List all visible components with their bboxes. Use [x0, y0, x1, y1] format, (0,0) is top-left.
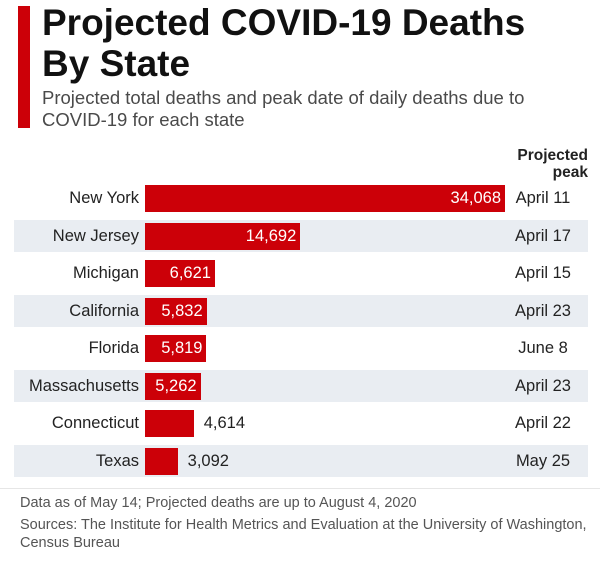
chart-row: New York 34,068 April 11	[14, 182, 588, 214]
peak-date: April 15	[515, 264, 571, 282]
sources-note: Sources: The Institute for Health Metric…	[20, 517, 587, 551]
value-label: 34,068	[450, 189, 501, 207]
value-label: 5,262	[155, 376, 197, 395]
category-label: Michigan	[72, 264, 139, 282]
category-label: New Jersey	[52, 226, 139, 245]
value-label: 5,819	[161, 339, 203, 357]
peak-date: May 25	[515, 451, 571, 470]
category-label: Connecticut	[51, 414, 139, 432]
value-label: 5,832	[161, 301, 203, 320]
bar	[145, 410, 194, 437]
chart-title: Projected COVID-19 Deaths By State	[42, 2, 526, 84]
peak-date: April 23	[515, 301, 571, 320]
peak-date: April 17	[515, 226, 571, 245]
peak-date: June 8	[518, 339, 568, 357]
chart-row: New Jersey 14,692 April 17	[14, 219, 588, 252]
bar	[145, 335, 207, 362]
bar	[145, 297, 207, 325]
bar	[145, 447, 178, 475]
chart-subtitle: Projected total deaths and peak date of …	[42, 87, 525, 130]
chart-row: Texas 3,092 May 25	[14, 444, 588, 477]
peak-date: April 22	[515, 414, 571, 432]
value-label: 4,614	[203, 414, 246, 432]
chart-row: Massachusetts 5,262 April 23	[14, 369, 588, 402]
bar	[145, 185, 505, 212]
category-label: California	[69, 301, 139, 320]
bar	[145, 222, 301, 250]
bar	[145, 260, 215, 287]
category-label: Massachusetts	[28, 376, 139, 395]
value-label: 6,621	[169, 264, 211, 282]
peak-column-header: Projected peak	[517, 147, 588, 181]
chart-row: Michigan 6,621 April 15	[14, 257, 588, 289]
peak-date: April 11	[515, 189, 571, 207]
value-label: 14,692	[245, 226, 297, 245]
data-note: Data as of May 14; Projected deaths are …	[20, 495, 417, 511]
bar	[145, 372, 201, 400]
bar-chart: New York 34,068 April 11 New Jersey 14,692 Ap…	[14, 182, 588, 482]
title-accent-bar	[18, 6, 30, 128]
category-label: New York	[69, 189, 139, 207]
chart-row: Florida 5,819 June 8	[14, 332, 588, 364]
category-label: Texas	[95, 451, 139, 470]
peak-date: April 23	[515, 376, 571, 395]
value-label: 3,092	[187, 451, 229, 470]
chart-row: Connecticut 4,614 April 22	[14, 407, 588, 439]
chart-row: California 5,832 April 23	[14, 294, 588, 327]
category-label: Florida	[88, 339, 139, 357]
footer-divider	[0, 488, 600, 489]
